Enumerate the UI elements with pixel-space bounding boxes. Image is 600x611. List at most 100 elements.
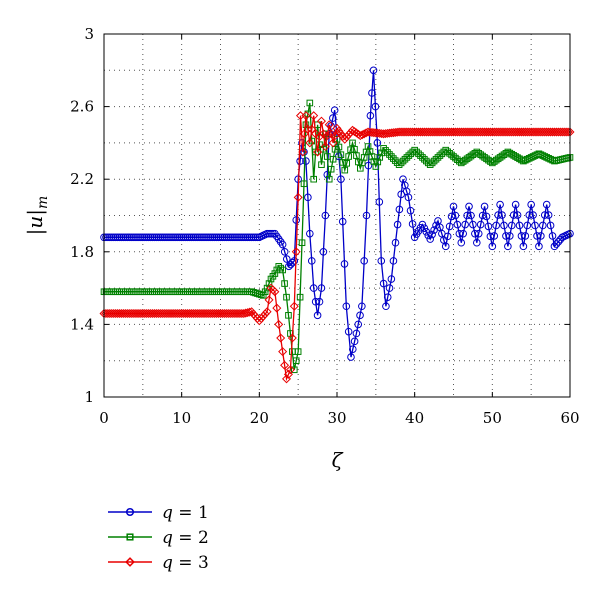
x-tick-label: 60 <box>560 409 579 427</box>
data-point <box>447 212 456 221</box>
data-point <box>144 309 154 319</box>
data-point <box>223 309 233 319</box>
data-point <box>415 150 422 158</box>
data-point <box>210 233 219 242</box>
data-point <box>559 127 569 137</box>
legend-label-rest: = 3 <box>173 553 209 573</box>
data-point <box>146 309 156 319</box>
data-point <box>241 233 250 242</box>
data-point <box>511 200 520 209</box>
data-point <box>363 127 373 137</box>
data-point <box>371 102 380 111</box>
data-point <box>263 229 271 238</box>
data-point <box>193 233 201 242</box>
data-point <box>198 309 208 319</box>
data-point <box>423 127 433 137</box>
data-point <box>272 303 282 313</box>
data-point <box>382 147 389 154</box>
data-point <box>362 211 371 220</box>
data-point <box>175 233 184 242</box>
data-point <box>212 233 221 242</box>
data-point <box>474 127 484 137</box>
data-point <box>406 127 416 137</box>
data-point <box>529 211 537 219</box>
grid <box>104 34 570 397</box>
data-point <box>186 309 196 319</box>
data-point <box>510 152 517 159</box>
data-point <box>454 127 464 137</box>
data-point <box>534 127 544 137</box>
data-point <box>366 111 375 120</box>
data-point <box>506 232 514 240</box>
data-point <box>173 233 182 242</box>
data-point <box>367 127 377 137</box>
data-point <box>364 143 372 150</box>
data-point <box>109 309 119 319</box>
data-point <box>484 222 493 231</box>
data-point <box>313 147 323 157</box>
data-point <box>465 202 473 211</box>
data-point <box>258 311 268 321</box>
data-point <box>283 293 290 301</box>
y-tick-label: 3 <box>84 25 94 43</box>
data-point <box>485 127 495 137</box>
data-point <box>222 233 231 242</box>
data-point <box>259 292 267 299</box>
data-point <box>540 211 549 219</box>
legend-label-var: q <box>162 553 173 573</box>
data-point <box>478 127 488 137</box>
legend-label: q = 1 <box>162 503 209 523</box>
plot-frame <box>103 33 571 398</box>
data-point <box>517 232 526 240</box>
data-point <box>445 222 454 231</box>
data-point <box>290 366 298 374</box>
data-point <box>439 127 449 137</box>
data-point <box>172 233 180 242</box>
data-point <box>160 233 168 242</box>
data-point <box>563 127 573 137</box>
data-point <box>350 337 359 346</box>
data-point <box>518 127 528 137</box>
data-point <box>230 233 238 242</box>
data-point <box>426 161 434 168</box>
data-point <box>337 175 345 183</box>
data-point <box>301 111 311 121</box>
data-point <box>513 211 522 219</box>
data-point <box>401 155 409 163</box>
data-point <box>473 238 481 247</box>
data-point <box>135 233 143 242</box>
data-point <box>128 309 138 319</box>
data-point <box>254 316 264 326</box>
data-point <box>271 270 279 277</box>
data-point <box>499 127 509 137</box>
data-point <box>390 155 397 162</box>
data-point <box>472 127 482 137</box>
data-point <box>127 233 135 242</box>
data-point <box>169 309 179 319</box>
data-point <box>311 297 320 306</box>
data-point <box>519 242 528 251</box>
data-point <box>208 233 217 242</box>
data-point <box>388 153 395 160</box>
data-point <box>347 353 355 361</box>
data-point <box>411 146 418 154</box>
data-point <box>531 221 539 230</box>
data-point <box>281 280 288 287</box>
data-point <box>142 309 152 319</box>
data-point <box>349 139 356 147</box>
data-point <box>153 309 163 319</box>
data-point <box>486 232 495 241</box>
data-point <box>503 127 513 137</box>
data-point <box>206 309 216 319</box>
data-point <box>123 233 132 242</box>
data-point <box>118 309 128 319</box>
data-point <box>509 211 518 219</box>
data-point <box>470 127 480 137</box>
data-point <box>136 309 146 319</box>
data-point <box>374 158 382 166</box>
data-point <box>221 309 231 319</box>
legend-item: q = 3 <box>108 553 209 573</box>
data-point <box>542 200 551 209</box>
data-point <box>187 233 196 242</box>
data-point <box>144 233 153 242</box>
